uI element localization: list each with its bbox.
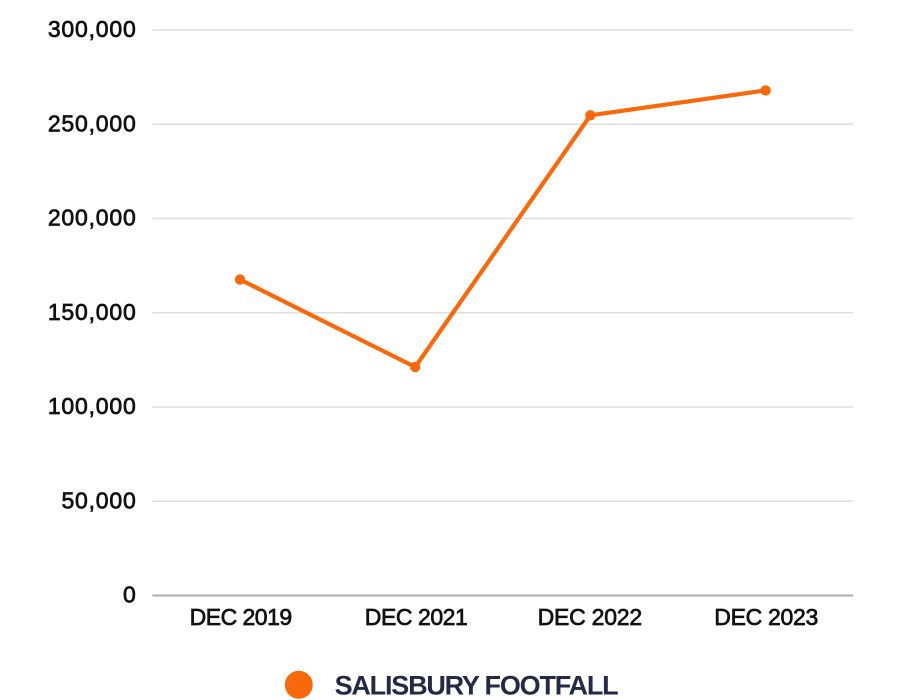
svg-text:200,000: 200,000 [48,205,137,231]
svg-text:250,000: 250,000 [48,110,137,136]
svg-text:100,000: 100,000 [48,393,137,419]
svg-text:DEC 2021: DEC 2021 [365,604,468,630]
svg-text:DEC 2022: DEC 2022 [538,604,643,630]
svg-text:DEC 2019: DEC 2019 [190,604,293,630]
svg-text:SALISBURY FOOTFALL: SALISBURY FOOTFALL [335,671,619,700]
svg-text:50,000: 50,000 [61,487,136,513]
svg-text:DEC 2023: DEC 2023 [714,604,818,630]
svg-text:300,000: 300,000 [48,16,137,42]
svg-text:0: 0 [123,582,137,608]
svg-text:150,000: 150,000 [48,299,137,325]
